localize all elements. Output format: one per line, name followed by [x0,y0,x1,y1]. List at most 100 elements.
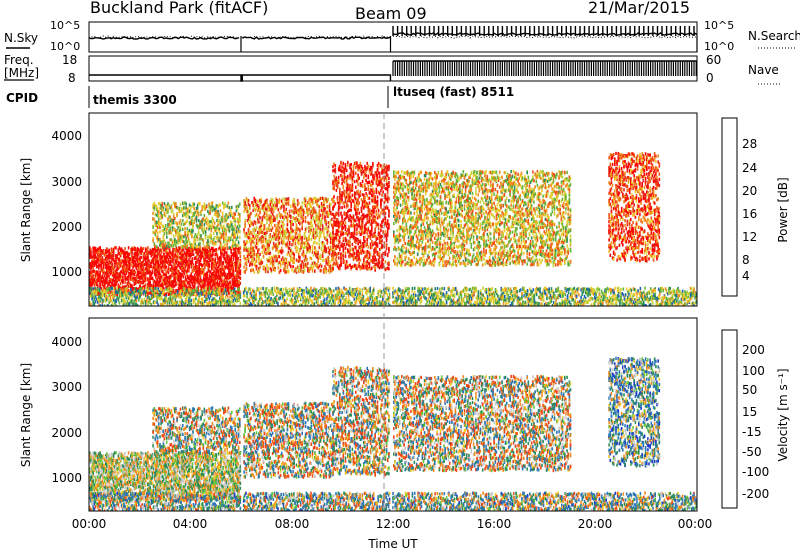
power-cell-banded-echoes [246,214,249,218]
power-cell-dense-echoes [214,276,216,280]
power-cell-dense-echoes [232,280,235,284]
power-cell-banded-echoes [268,235,270,239]
power-cell-dense-echoes [135,280,138,284]
power-cell-patchy-echoes [167,222,169,226]
power-cell-dense-echoes [148,251,150,255]
power-cell-banded-echoes [276,214,278,218]
power-cell-dense-echoes [206,272,208,276]
power-cell-dense-echoes [236,262,238,266]
power-cell-dense-echoes [98,273,100,277]
power-cell-dense-echoes [223,282,226,286]
power-cell-dense-echoes [110,268,113,272]
power-cell-dense-echoes [168,262,171,266]
power-cell-dense-echoes [228,271,230,275]
power-cell-patchy-echoes [161,224,164,228]
power-cell-patchy-echoes [191,222,193,226]
power-cell-banded-echoes [282,256,284,260]
power-cell-dense-echoes [176,278,179,282]
power-cell-banded-echoes [294,210,297,214]
power-cell-banded-echoes [299,267,301,271]
power-cell-dense-echoes [99,285,101,289]
power-cell-banded-echoes [304,262,307,266]
power-cell-dense-echoes [205,274,207,278]
power-cell-dense-echoes [198,250,200,254]
power-cell-dense-echoes [225,283,228,287]
power-cell-banded-echoes [328,252,331,256]
power-cell-banded-echoes [290,204,292,208]
power-cell-dense-echoes [174,289,177,293]
power-cell-dense-echoes [126,253,129,258]
power-cell-banded-echoes [329,219,332,223]
power-cell-patchy-echoes [221,215,224,219]
power-cell-banded-echoes [314,208,316,212]
power-cell-banded-echoes [283,217,285,222]
power-cell-banded-echoes [299,255,301,259]
power-cell-banded-echoes [270,218,273,222]
power-cell-banded-echoes [324,227,326,231]
power-cell-banded-echoes [321,212,324,216]
power-cell-patchy-echoes [168,203,170,207]
power-cell-dense-echoes [230,266,232,270]
power-cell-patchy-echoes [186,208,189,212]
power-cell-banded-echoes [283,231,285,235]
power-cell-dense-echoes [130,257,132,261]
power-cell-patchy-echoes [152,237,154,241]
power-cell-dense-echoes [125,260,128,264]
power-cell-banded-echoes [290,226,292,230]
power-cell-banded-echoes [327,268,330,272]
power-cell-dense-echoes [223,250,226,254]
power-cell-dense-echoes [169,259,172,263]
power-cell-banded-echoes [293,203,295,207]
power-cell-patchy-echoes [236,232,239,237]
power-cell-patchy-echoes [220,242,223,246]
power-cell-banded-echoes [267,270,269,274]
power-cell-banded-echoes [298,242,300,246]
power-cell-banded-echoes [243,256,245,260]
power-cell-banded-echoes [320,218,323,222]
power-cell-dense-echoes [102,250,105,254]
power-cell-dense-echoes [165,270,167,275]
power-cell-banded-echoes [244,247,246,251]
power-cell-banded-echoes [272,241,275,245]
power-cell-patchy-echoes [217,212,219,216]
power-cell-dense-echoes [185,258,188,262]
power-cell-patchy-echoes [191,219,193,223]
power-cell-patchy-echoes [202,217,205,221]
power-cell-dense-echoes [221,275,223,279]
power-cell-dense-echoes [176,249,179,253]
power-cell-banded-echoes [308,243,310,247]
power-cell-dense-echoes [238,291,240,295]
power-cell-banded-echoes [288,232,291,236]
power-cell-banded-echoes [262,232,265,236]
power-cell-dense-echoes [128,265,131,269]
power-cell-patchy-echoes [185,220,187,224]
power-cell-dense-echoes [209,275,212,279]
power-cell-patchy-echoes [177,225,179,230]
power-cell-patchy-echoes [161,240,164,244]
power-cell-banded-echoes [244,269,246,273]
power-cell-dense-echoes [157,273,159,277]
power-cell-patchy-echoes [197,213,200,217]
power-cell-banded-echoes [328,260,331,264]
power-cell-patchy-echoes [212,207,215,211]
power-cell-banded-echoes [306,263,308,267]
power-cell-dense-echoes [158,257,161,261]
power-cell-dense-echoes [220,272,222,276]
power-cell-patchy-echoes [158,238,160,242]
power-cell-dense-echoes [123,271,125,275]
power-cell-dense-echoes [238,275,240,279]
power-cell-banded-echoes [321,254,324,258]
power-cell-patchy-echoes [193,202,195,206]
power-cell-banded-echoes [268,256,270,260]
power-cell-patchy-echoes [184,201,186,205]
power-cell-dense-echoes [118,265,121,269]
power-cell-dense-echoes [135,286,138,291]
power-cell-dense-echoes [156,283,158,287]
power-cell-dense-echoes [95,265,98,269]
power-cell-patchy-echoes [202,229,205,233]
power-cell-patchy-echoes [227,201,230,205]
power-cell-dense-echoes [196,278,198,282]
power-cell-dense-echoes [180,266,182,270]
power-cell-patchy-echoes [199,224,201,228]
power-cell-dense-echoes [164,267,166,272]
